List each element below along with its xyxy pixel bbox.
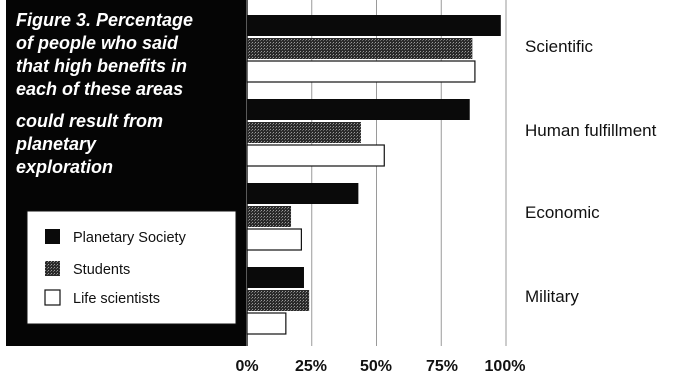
x-tick-label: 25% — [295, 358, 327, 375]
bar-economic-life-scientists — [246, 228, 302, 251]
bar-economic-planetary-society — [247, 183, 359, 204]
bar-economic-students — [247, 206, 292, 227]
bar-human-fulfillment-students — [247, 122, 361, 143]
chart-title-line: could result from — [16, 111, 163, 131]
legend-label-students: Students — [73, 262, 130, 278]
bar-human-fulfillment-life-scientists — [246, 144, 385, 167]
bar-military-life-scientists — [246, 312, 287, 335]
chart-title-line: planetary — [15, 134, 97, 154]
chart-title-line: Figure 3. Percentage — [16, 10, 193, 30]
chart-title-line: exploration — [16, 157, 113, 177]
x-tick-label: 0% — [235, 358, 258, 375]
bar-scientific-planetary-society — [247, 15, 501, 36]
bar-human-fulfillment-planetary-society — [247, 99, 470, 120]
legend-label-planetary-society: Planetary Society — [73, 230, 187, 246]
category-label-human-fulfillment: Human fulfillment — [525, 121, 657, 140]
x-tick-label: 75% — [426, 358, 458, 375]
bar-military-planetary-society — [247, 267, 304, 288]
category-label-economic: Economic — [525, 203, 600, 222]
bars — [246, 15, 501, 335]
legend-swatch-students — [45, 261, 60, 276]
bar-scientific-students — [247, 38, 473, 59]
x-tick-label: 100% — [485, 358, 526, 375]
bar-scientific-life-scientists — [246, 60, 476, 83]
chart-title-line: of people who said — [16, 33, 179, 53]
chart-title-line: each of these areas — [16, 79, 183, 99]
legend-swatch-life-scientists — [44, 289, 61, 306]
legend-label-life-scientists: Life scientists — [73, 291, 160, 307]
bar-military-students — [247, 290, 310, 311]
category-label-military: Military — [525, 287, 579, 306]
x-tick-label: 50% — [360, 358, 392, 375]
chart-title-line: that high benefits in — [16, 56, 187, 76]
category-label-scientific: Scientific — [525, 37, 594, 56]
legend-box — [26, 210, 237, 325]
legend-swatch-planetary-society — [45, 229, 60, 244]
